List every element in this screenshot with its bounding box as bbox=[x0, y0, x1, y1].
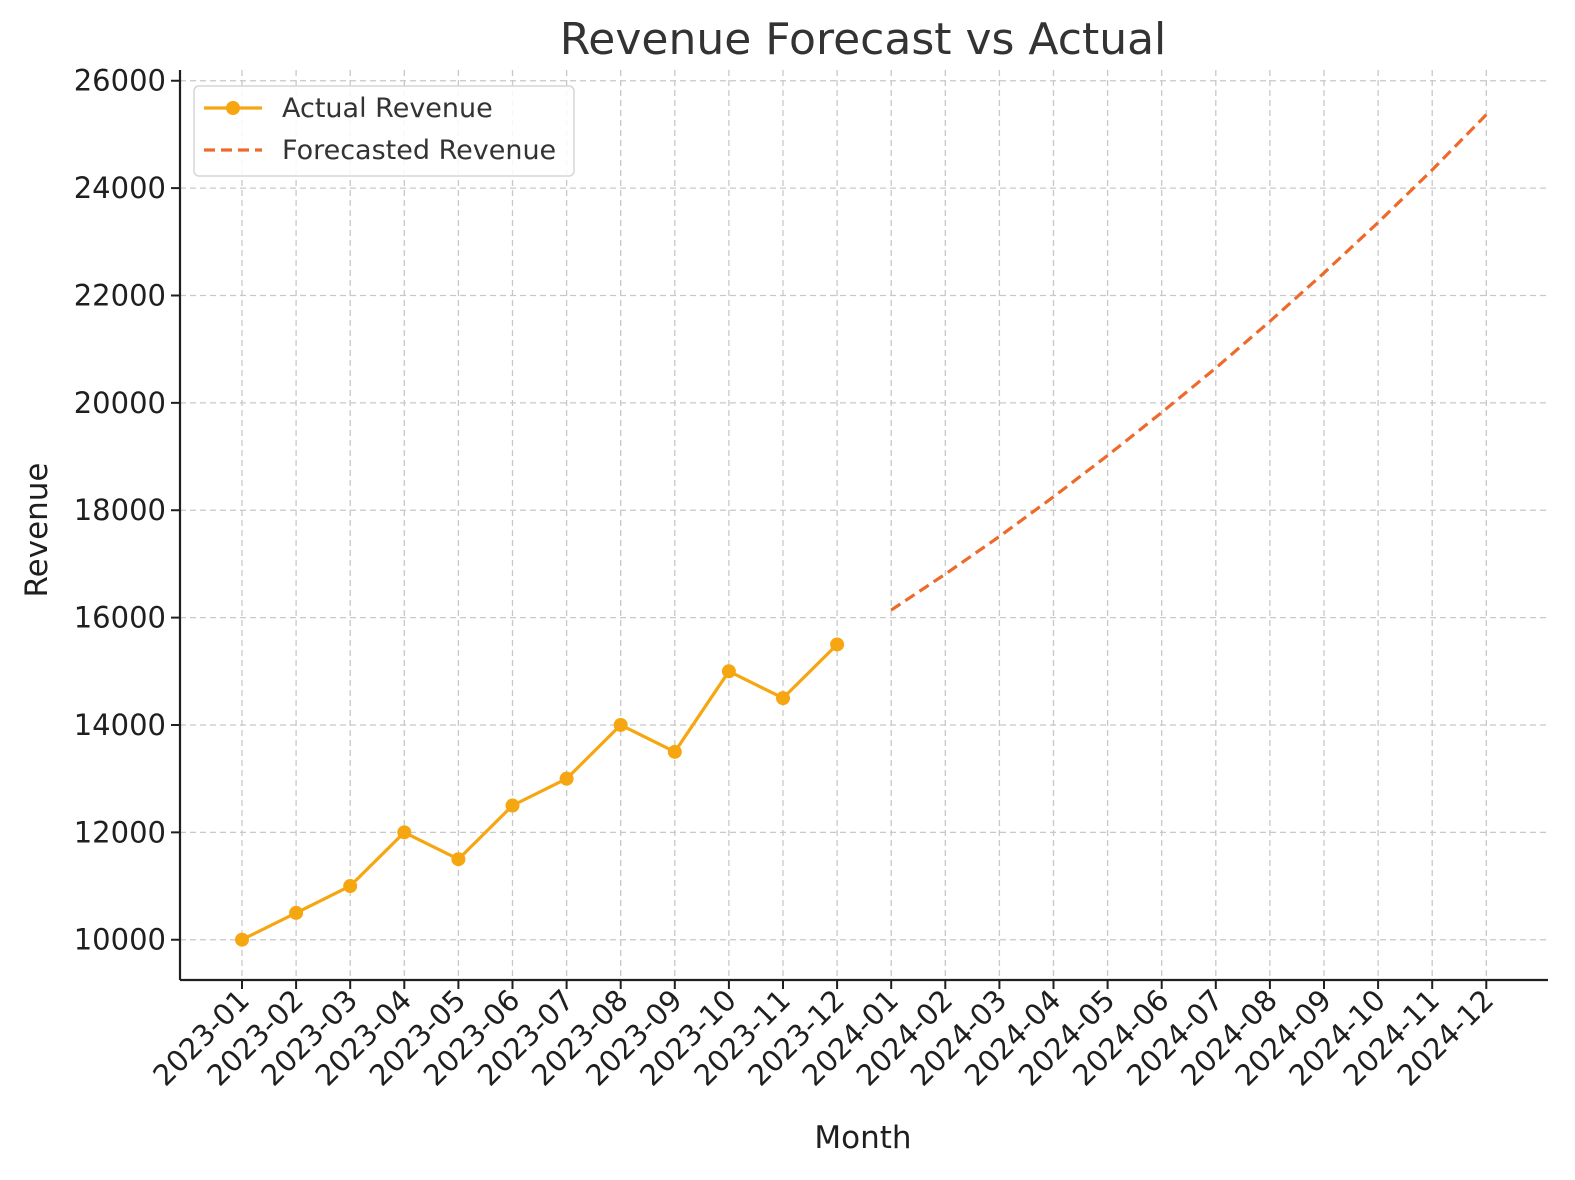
data-point bbox=[721, 664, 736, 679]
data-point bbox=[451, 852, 466, 867]
series-2 bbox=[890, 113, 1488, 612]
data-point bbox=[289, 905, 304, 920]
legend-swatch-marker bbox=[226, 101, 240, 115]
data-point bbox=[235, 932, 249, 947]
axes-layer bbox=[171, 70, 1548, 989]
data-point bbox=[397, 825, 412, 840]
data-point bbox=[505, 798, 520, 813]
grid-layer bbox=[180, 70, 1548, 980]
data-point bbox=[830, 637, 845, 652]
legend-frame bbox=[193, 85, 575, 177]
series-layer bbox=[235, 113, 1488, 947]
data-point bbox=[613, 717, 628, 732]
chart-title: Revenue Forecast vs Actual bbox=[560, 14, 1167, 65]
series-line bbox=[241, 643, 839, 942]
series-line bbox=[890, 113, 1488, 612]
y-tick-label: 14000 bbox=[74, 708, 166, 742]
y-tick-label: 16000 bbox=[74, 601, 166, 635]
legend: Actual Revenue Forecasted Revenue bbox=[193, 85, 575, 177]
y-axis-label: Revenue bbox=[19, 462, 55, 597]
data-point bbox=[559, 771, 574, 786]
legend-label: Actual Revenue bbox=[282, 93, 493, 124]
y-tick-label: 24000 bbox=[74, 171, 166, 205]
y-tick-label: 12000 bbox=[74, 815, 166, 849]
y-tick-label: 10000 bbox=[74, 923, 166, 957]
y-tick-label: 20000 bbox=[74, 386, 166, 420]
data-point bbox=[343, 879, 358, 894]
y-tick-label: 26000 bbox=[74, 64, 166, 98]
data-point bbox=[776, 691, 790, 706]
y-tick-label: 22000 bbox=[74, 278, 166, 312]
x-axis-label: Month bbox=[814, 1120, 911, 1156]
data-point bbox=[667, 744, 682, 759]
legend-label: Forecasted Revenue bbox=[282, 135, 556, 166]
y-tick-label: 18000 bbox=[74, 493, 166, 527]
series-1 bbox=[235, 637, 845, 947]
